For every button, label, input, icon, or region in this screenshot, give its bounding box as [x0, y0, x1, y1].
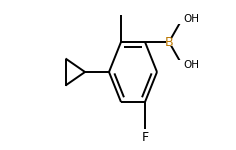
Bar [142, 133, 148, 141]
Bar [178, 60, 189, 69]
Text: F: F [141, 131, 149, 144]
Text: OH: OH [183, 60, 199, 69]
Bar [178, 15, 189, 24]
Text: B: B [165, 36, 173, 48]
Bar [166, 38, 172, 46]
Text: OH: OH [183, 15, 199, 24]
